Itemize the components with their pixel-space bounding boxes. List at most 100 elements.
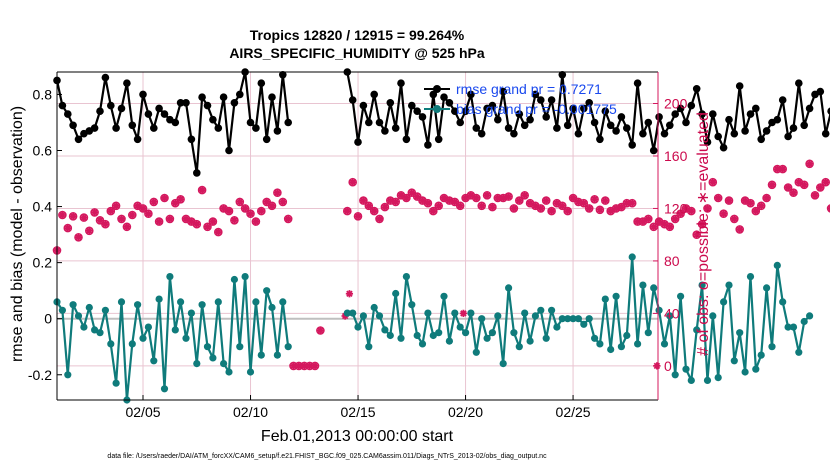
obs-evaluated-point (687, 207, 695, 215)
rmse-point (606, 121, 615, 130)
obs-evaluated-point (499, 194, 507, 202)
rmse-point (515, 110, 524, 118)
bias-point (359, 312, 367, 320)
bias-point (746, 273, 755, 281)
obs-evaluated-point (478, 202, 486, 210)
obs-evaluated-point (639, 217, 647, 226)
rmse-point (424, 141, 432, 149)
rmse-point (714, 132, 722, 141)
rmse-point (709, 110, 717, 118)
obs-evaluated-point (445, 196, 454, 205)
rmse-point (187, 135, 196, 144)
y-tick-label: -0.2 (28, 367, 52, 383)
obs-evaluated-point (612, 204, 620, 213)
bias-point (531, 312, 540, 320)
obs-evaluated-point (467, 191, 475, 199)
bias-point (488, 329, 496, 337)
obs-evaluated-point (698, 220, 706, 228)
rmse-point (451, 107, 459, 115)
obs-evaluated-point (762, 194, 771, 202)
rmse-point (698, 110, 706, 118)
rmse-point (230, 99, 239, 107)
obs-evaluated-point (671, 215, 679, 223)
obs-evaluated-point (123, 223, 131, 231)
rmse-point (236, 90, 244, 99)
x-tick-label: 02/10 (233, 404, 268, 420)
obs-evaluated-point (241, 204, 249, 213)
obs-evaluated-point (128, 211, 136, 219)
obs-evaluated-point (117, 215, 126, 223)
obs-evaluated-point (74, 233, 83, 241)
bias-point (736, 329, 744, 337)
obs-evaluated-point (230, 216, 238, 224)
rmse-point (784, 132, 792, 141)
rmse-point (644, 118, 653, 127)
rmse-point (246, 118, 255, 127)
rmse-point (402, 135, 411, 144)
bias-point (558, 315, 566, 323)
obs-evaluated-point (558, 202, 566, 210)
bias-point (601, 295, 609, 303)
rmse-point (639, 129, 647, 138)
obs-evaluated-point (655, 217, 663, 226)
bias-point (96, 329, 104, 337)
bias-point (634, 340, 642, 348)
rmse-point (370, 90, 379, 99)
x-tick-label: 02/25 (556, 404, 591, 420)
bias-point (343, 309, 351, 317)
rmse-point (537, 96, 545, 104)
bias-point (752, 365, 760, 373)
bias-point (548, 306, 556, 314)
y-axis-right-label: # of obs: o=possible; ∗=evaluated (695, 112, 712, 356)
obs-evaluated-point (341, 312, 349, 320)
bias-point (655, 306, 663, 314)
bias-point (74, 312, 83, 320)
rmse-point (682, 118, 690, 127)
bias-point (429, 331, 437, 340)
bias-point (64, 371, 72, 379)
rmse-point (660, 129, 669, 138)
bias-point (607, 345, 615, 354)
legend-rmse-label: rmse grand pr = 0.7271 (456, 81, 602, 97)
bias-point (660, 340, 669, 348)
bias-point (623, 331, 631, 340)
bias-point (155, 295, 163, 303)
rmse-point (628, 141, 636, 149)
rmse-point (687, 101, 696, 110)
bias-point (370, 303, 378, 312)
obs-evaluated-point (193, 220, 201, 228)
rmse-point (397, 79, 405, 87)
x-tick-label: 02/05 (125, 404, 160, 420)
rmse-point (107, 101, 115, 110)
x-tick-label: 02/15 (341, 404, 376, 420)
rmse-point (520, 121, 529, 130)
bias-point (440, 292, 448, 300)
axes: 02/05 02/10 02/15 02/20 02/25 -0.2 0 0.2 0.4 0.6 0… (28, 71, 688, 420)
bias-point (650, 284, 658, 292)
obs-evaluated-point (483, 191, 491, 199)
bias-point (209, 354, 217, 362)
bias-point (639, 281, 647, 289)
bias-point (585, 315, 593, 323)
obs-evaluated-point (58, 211, 66, 219)
bias-point (698, 281, 706, 289)
obs-evaluated-point (203, 223, 212, 231)
rmse-point (381, 127, 389, 135)
rmse-point (123, 79, 131, 87)
obs-evaluated-point (773, 165, 781, 173)
rmse-point (773, 115, 782, 124)
obs-evaluated-point (628, 199, 636, 207)
obs-evaluated-point (607, 207, 615, 215)
rmse-point (730, 129, 739, 138)
rmse-point (601, 107, 610, 115)
obs-evaluated-point (580, 199, 588, 207)
rmse-point (585, 99, 593, 107)
obs-evaluated-point (220, 204, 228, 213)
bias-point (687, 376, 695, 384)
rmse-point (547, 96, 556, 104)
x-axis-label: Feb.01,2013 00:00:00 start (261, 428, 454, 445)
obs-evaluated-point (531, 202, 540, 210)
y-tick-label: 0.4 (33, 199, 53, 215)
bias-point (451, 309, 459, 317)
